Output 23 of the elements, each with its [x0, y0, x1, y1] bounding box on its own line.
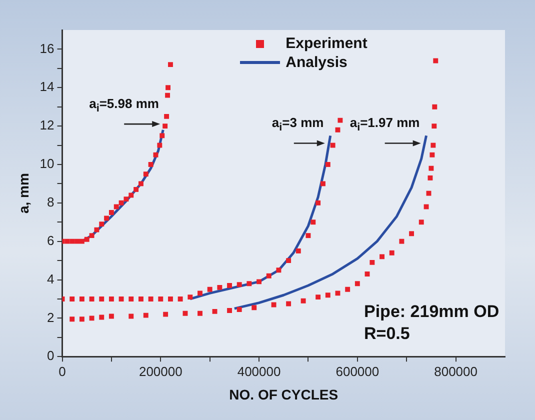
annotation: Pipe: 219mm OD: [364, 300, 500, 323]
y-tick-label: 12: [40, 118, 54, 133]
annotation: R=0.5: [364, 322, 411, 345]
x-tick-label: 400000: [237, 364, 281, 379]
annotation: a$_{i}$=1.97 mm: [350, 115, 420, 134]
y-tick-label: 6: [47, 232, 54, 248]
legend-label: Analysis: [286, 53, 348, 72]
y-tick-label: 4: [47, 271, 54, 286]
y-tick-label: 8: [47, 194, 54, 210]
x-tick-label: 200000: [138, 364, 182, 379]
x-tick-label: 800000: [434, 364, 478, 379]
x-tick-label: 0: [58, 364, 66, 379]
y-tick-label: 10: [40, 156, 54, 172]
y-tick-label: 14: [40, 79, 54, 94]
x-axis-title: NO. OF CYCLES: [229, 386, 338, 402]
annotation: a$_{i}$=5.98 mm: [89, 96, 159, 115]
y-tick-label: 2: [47, 310, 54, 325]
y-tick-label: 0: [47, 348, 54, 364]
annotation: a$_{i}$=3 mm: [272, 115, 324, 134]
y-axis-title: a, mm: [15, 173, 32, 214]
x-tick-label: 600000: [336, 364, 380, 379]
y-tick-label: 16: [40, 40, 54, 56]
legend-label: Experiment: [286, 34, 368, 53]
